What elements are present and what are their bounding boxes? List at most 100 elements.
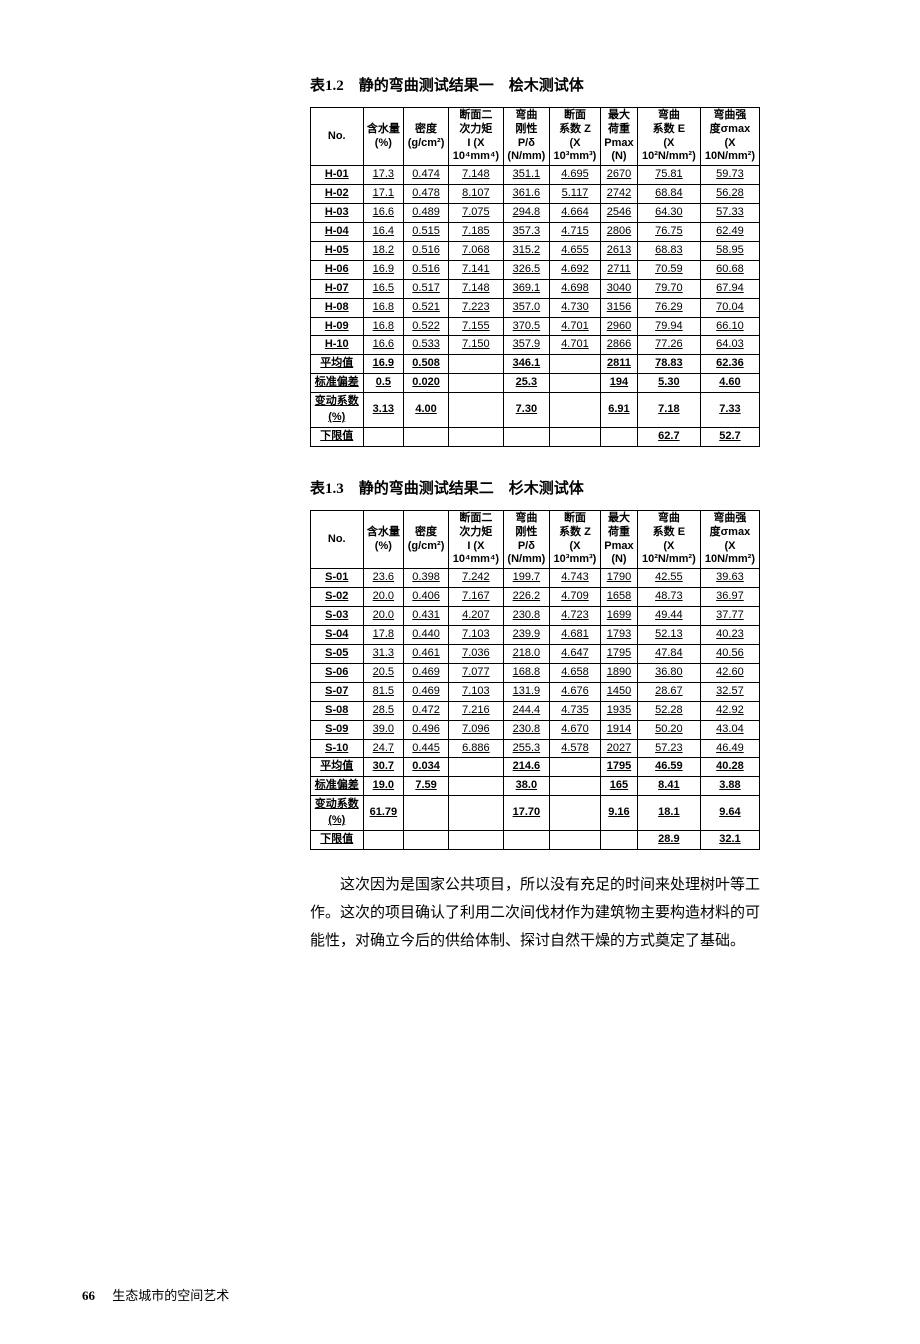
row-id: S-01 [311,569,364,588]
cell: 199.7 [503,569,549,588]
cell: 62.49 [700,222,759,241]
cell: 2670 [601,166,638,185]
cell: 351.1 [503,166,549,185]
col-header: 断面系数 Z(X10³mm³) [549,511,600,569]
cell: 7.148 [448,166,503,185]
cell: 20.0 [363,588,404,607]
cell [549,796,600,831]
cell: 7.150 [448,336,503,355]
cell: 4.655 [549,241,600,260]
cell: 57.33 [700,203,759,222]
cell: 4.670 [549,720,600,739]
cell: 61.79 [363,796,404,831]
cell: 4.698 [549,279,600,298]
cell: 1450 [601,682,638,701]
cell: 4.701 [549,317,600,336]
cell: 226.2 [503,588,549,607]
cell: 17.1 [363,184,404,203]
cell: 255.3 [503,739,549,758]
summary-label: 标准偏差 [311,777,364,796]
cell: 16.8 [363,298,404,317]
cell: 357.3 [503,222,549,241]
cell: 62.36 [700,355,759,374]
cell: 369.1 [503,279,549,298]
cell: 28.67 [637,682,700,701]
table-row: S-0781.50.4697.103131.94.676145028.6732.… [311,682,760,701]
cell: 4.730 [549,298,600,317]
cell: 0.398 [404,569,449,588]
cell: 315.2 [503,241,549,260]
summary-row: 变动系数(%)61.7917.709.1618.19.64 [311,796,760,831]
cell: 20.5 [363,663,404,682]
row-id: H-04 [311,222,364,241]
summary-row: 标准偏差0.50.02025.31945.304.60 [311,374,760,393]
cell: 0.461 [404,644,449,663]
cell: 1795 [601,758,638,777]
table-row: S-1024.70.4456.886255.34.578202757.2346.… [311,739,760,758]
summary-label: 变动系数(%) [311,796,364,831]
cell: 7.185 [448,222,503,241]
cell [549,374,600,393]
table-row: H-0117.30.4747.148351.14.695267075.8159.… [311,166,760,185]
row-id: H-08 [311,298,364,317]
cell: 1795 [601,644,638,663]
cell: 46.49 [700,739,759,758]
cell: 50.20 [637,720,700,739]
summary-label: 变动系数(%) [311,393,364,428]
cell: 16.5 [363,279,404,298]
cell: 357.9 [503,336,549,355]
summary-row: 下限值28.932.1 [311,831,760,850]
row-id: H-06 [311,260,364,279]
cell [448,831,503,850]
cell: 52.28 [637,701,700,720]
cell: 4.664 [549,203,600,222]
cell: 4.743 [549,569,600,588]
table-row: S-0531.30.4617.036218.04.647179547.8440.… [311,644,760,663]
cell: 3040 [601,279,638,298]
table2: No.含水量(%)密度(g/cm²)断面二次力矩I (X10⁴mm⁴)弯曲刚性P… [310,510,760,850]
cell: 75.81 [637,166,700,185]
summary-label: 标准偏差 [311,374,364,393]
col-header: 弯曲强度σmax(X10N/mm²) [700,511,759,569]
cell: 62.7 [637,428,700,447]
cell: 7.216 [448,701,503,720]
row-id: H-05 [311,241,364,260]
cell: 230.8 [503,720,549,739]
cell: 6.91 [601,393,638,428]
cell: 7.096 [448,720,503,739]
table-row: H-1016.60.5337.150357.94.701286677.2664.… [311,336,760,355]
cell: 58.95 [700,241,759,260]
cell: 23.6 [363,569,404,588]
col-header: 最大荷重Pmax(N) [601,511,638,569]
cell: 0.521 [404,298,449,317]
cell [448,374,503,393]
col-header: 弯曲系数 E(X10²N/mm²) [637,108,700,166]
cell: 0.440 [404,625,449,644]
cell: 3.13 [363,393,404,428]
cell: 7.30 [503,393,549,428]
table-row: H-0518.20.5167.068315.24.655261368.8358.… [311,241,760,260]
cell: 39.63 [700,569,759,588]
cell [448,758,503,777]
cell: 25.3 [503,374,549,393]
cell [601,831,638,850]
cell: 38.0 [503,777,549,796]
table-row: S-0417.80.4407.103239.94.681179352.1340.… [311,625,760,644]
summary-row: 平均值30.70.034214.6179546.5940.28 [311,758,760,777]
cell: 165 [601,777,638,796]
cell: 9.64 [700,796,759,831]
cell: 0.508 [404,355,449,374]
cell: 40.23 [700,625,759,644]
cell: 43.04 [700,720,759,739]
col-header: 断面系数 Z(X10³mm³) [549,108,600,166]
cell: 4.723 [549,606,600,625]
row-id: H-10 [311,336,364,355]
summary-label: 平均值 [311,355,364,374]
cell: 7.18 [637,393,700,428]
cell: 7.103 [448,682,503,701]
cell: 76.29 [637,298,700,317]
cell: 0.469 [404,682,449,701]
col-header: 断面二次力矩I (X10⁴mm⁴) [448,511,503,569]
cell: 42.60 [700,663,759,682]
summary-row: 下限值62.752.7 [311,428,760,447]
